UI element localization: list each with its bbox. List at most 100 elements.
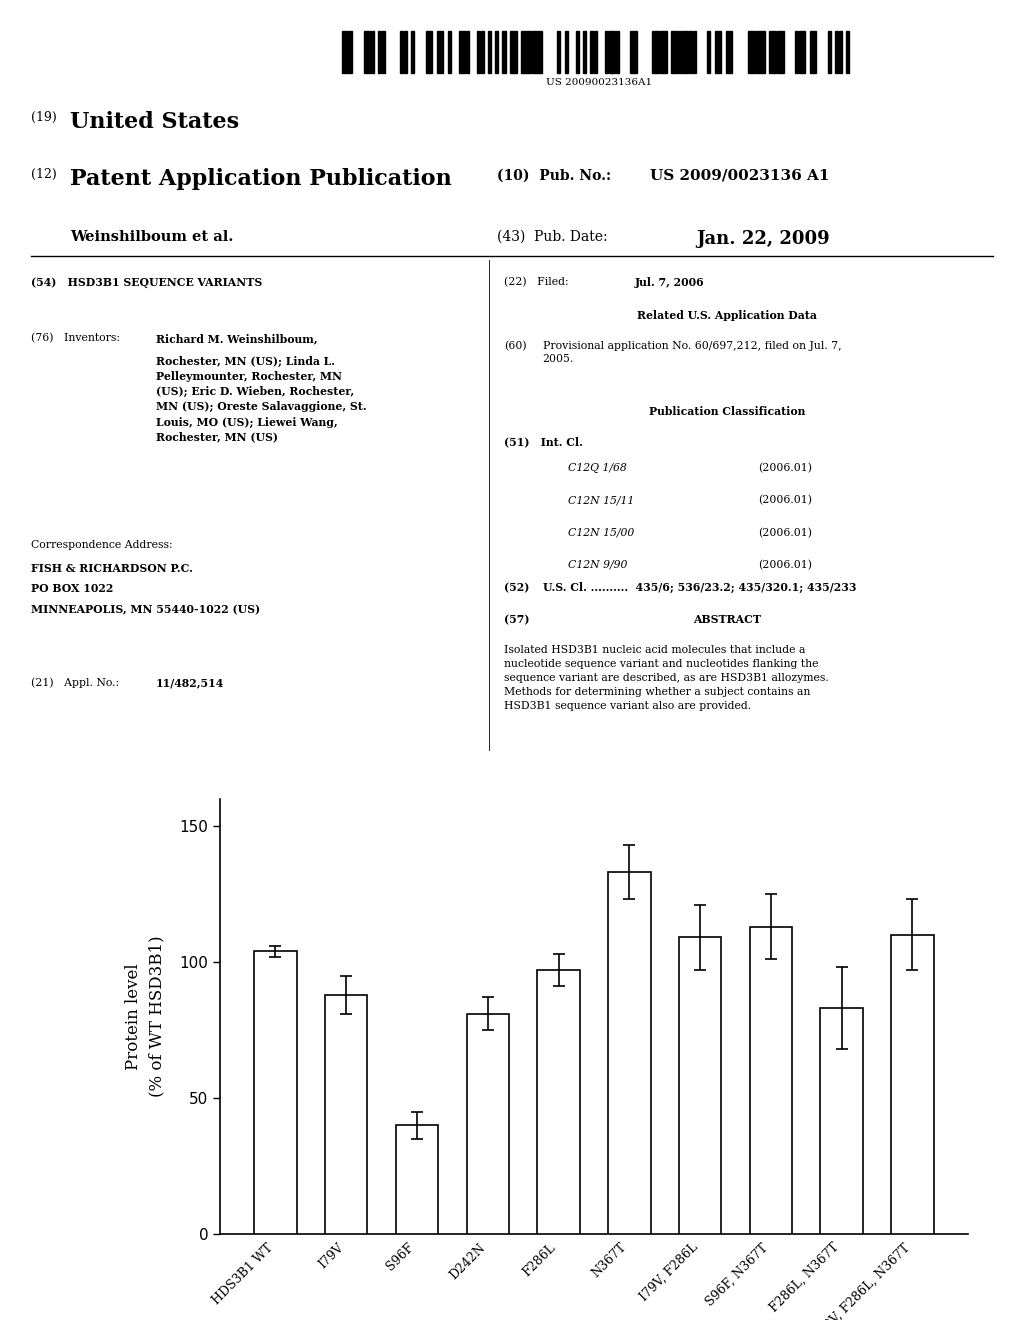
Bar [605,30,608,73]
Text: Rochester, MN (US); Linda L.
Pelleymounter, Rochester, MN
(US); Eric D. Wieben, : Rochester, MN (US); Linda L. Pelleymount… [156,356,367,442]
Y-axis label: Protein level
(% of WT HSD3B1): Protein level (% of WT HSD3B1) [125,936,166,1097]
Text: (54)   HSD3B1 SEQUENCE VARIANTS: (54) HSD3B1 SEQUENCE VARIANTS [31,277,262,288]
Bar [752,30,755,73]
Text: United States: United States [70,111,239,133]
Bar [729,30,732,73]
Bar [538,970,580,1234]
Bar [689,30,692,73]
Text: ABSTRACT: ABSTRACT [693,614,761,624]
Bar [820,1008,863,1234]
Bar [342,30,345,73]
Text: Correspondence Address:: Correspondence Address: [31,540,172,549]
Text: U.S. Cl. ..........  435/6; 536/23.2; 435/320.1; 435/233: U.S. Cl. .......... 435/6; 536/23.2; 435… [543,582,856,593]
Bar [608,30,611,73]
Bar [521,30,524,73]
Bar [467,1014,509,1234]
Bar [799,30,802,73]
Text: Jan. 22, 2009: Jan. 22, 2009 [696,230,829,248]
Bar [462,30,465,73]
Bar [447,30,451,73]
Bar [679,937,721,1234]
Bar [608,873,650,1234]
Text: Provisional application No. 60/697,212, filed on Jul. 7,
2005.: Provisional application No. 60/697,212, … [543,341,842,364]
Text: F286L, N367T: F286L, N367T [768,1241,842,1315]
Bar [368,30,371,73]
Bar [664,30,667,73]
Bar [426,30,429,73]
Bar [810,30,813,73]
Text: Patent Application Publication: Patent Application Publication [70,169,452,190]
Text: MINNEAPOLIS, MN 55440-1022 (US): MINNEAPOLIS, MN 55440-1022 (US) [31,605,260,615]
Bar [539,30,542,73]
Bar [780,30,783,73]
Bar [652,30,655,73]
Text: N367T: N367T [590,1241,630,1280]
Bar [759,30,762,73]
Bar [528,30,531,73]
Bar [682,30,685,73]
Text: Related U.S. Application Data: Related U.S. Application Data [637,310,817,321]
Text: C12Q 1/68: C12Q 1/68 [568,463,627,474]
Bar [631,30,634,73]
Text: 11/482,514: 11/482,514 [156,677,224,689]
Bar [846,30,849,73]
Bar [755,30,758,73]
Bar [524,30,527,73]
Bar [513,30,516,73]
Text: I79V, F286L: I79V, F286L [637,1241,700,1304]
Bar [440,30,443,73]
Bar [459,30,462,73]
Bar [803,30,806,73]
Bar [487,30,490,73]
Text: (76)   Inventors:: (76) Inventors: [31,333,120,343]
Text: (21)   Appl. No.:: (21) Appl. No.: [31,677,119,688]
Bar [685,30,688,73]
Bar [634,30,637,73]
Text: I79V: I79V [316,1241,346,1271]
Text: Richard M. Weinshilboum,: Richard M. Weinshilboum, [156,333,317,345]
Text: (51)   Int. Cl.: (51) Int. Cl. [504,437,583,447]
Bar [496,30,499,73]
Bar [395,1125,438,1234]
Text: Publication Classification: Publication Classification [649,405,805,417]
Text: FISH & RICHARDSON P.C.: FISH & RICHARDSON P.C. [31,562,193,574]
Text: D242N: D242N [446,1241,487,1282]
Bar [536,30,539,73]
Text: S96F: S96F [384,1241,417,1274]
Bar [378,30,381,73]
Bar [773,30,776,73]
Text: I79V, F286L, N367T: I79V, F286L, N367T [813,1241,912,1320]
Text: (2006.01): (2006.01) [758,560,812,570]
Bar [436,30,439,73]
Bar [612,30,615,73]
Bar [382,30,385,73]
Text: (10)  Pub. No.:: (10) Pub. No.: [497,169,610,182]
Text: C12N 15/00: C12N 15/00 [568,528,635,537]
Text: (52): (52) [504,582,529,593]
Text: C12N 15/11: C12N 15/11 [568,495,635,506]
Bar [795,30,798,73]
Bar [692,30,695,73]
Bar [510,30,513,73]
Bar [813,30,816,73]
Text: US 20090023136A1: US 20090023136A1 [546,78,652,87]
Bar [750,927,793,1234]
Text: PO BOX 1022: PO BOX 1022 [31,583,113,594]
Bar [708,30,711,73]
Bar [403,30,407,73]
Bar [325,995,368,1234]
Bar [659,30,663,73]
Bar [503,30,506,73]
Bar [349,30,352,73]
Text: (19): (19) [31,111,56,124]
Bar [400,30,403,73]
Text: (12): (12) [31,169,56,181]
Bar [575,30,579,73]
Text: (60): (60) [504,341,526,351]
Text: US 2009/0023136 A1: US 2009/0023136 A1 [650,169,829,182]
Text: (43)  Pub. Date:: (43) Pub. Date: [497,230,607,244]
Bar [715,30,718,73]
Bar [466,30,469,73]
Bar [371,30,374,73]
Bar [429,30,432,73]
